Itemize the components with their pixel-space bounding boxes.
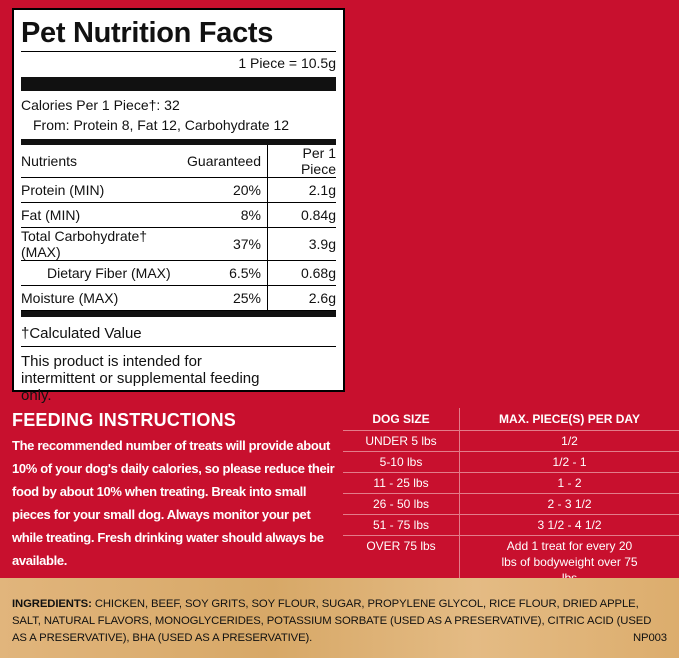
- divider: [21, 139, 336, 145]
- dog-size-table: DOG SIZE MAX. PIECE(S) PER DAY UNDER 5 lbs…: [343, 408, 679, 586]
- cell: Guaranteed: [187, 145, 268, 178]
- feeding-title: FEEDING INSTRUCTIONS: [12, 410, 237, 430]
- cell: Fat (MIN): [21, 202, 188, 228]
- ingredients: INGREDIENTS: CHICKEN, BEEF, SOY GRITS, S…: [0, 578, 679, 658]
- dog-size-row: 11 - 25 lbs 1 - 2: [343, 472, 679, 494]
- feeding-text: The recommended number of treats will pr…: [12, 438, 335, 568]
- divider: [21, 311, 336, 317]
- nutrient-row: Total Carbohydrate† (MAX) 37% 3.9g: [21, 227, 336, 261]
- dog-size-row: 26 - 50 lbs 2 - 3 1/2: [343, 493, 679, 515]
- nutrition-facts: Pet Nutrition Facts 1 Piece = 10.5g Calo…: [12, 8, 345, 404]
- calories: Calories Per 1 Piece†: 32: [21, 97, 180, 113]
- cell: Moisture (MAX): [21, 285, 188, 311]
- nutrition-title: Pet Nutrition Facts: [21, 17, 274, 49]
- cell: 11 - 25 lbs: [343, 472, 460, 494]
- cell: 1/2 - 1: [459, 451, 679, 473]
- product-code: NP003: [632, 632, 667, 644]
- ingredients-label: INGREDIENTS:: [12, 598, 92, 610]
- feeding-note: This product is intended for intermitten…: [21, 353, 260, 404]
- feeding-instructions: FEEDING INSTRUCTIONS The recommended num…: [12, 410, 337, 572]
- cell: 2 - 3 1/2: [459, 493, 679, 515]
- cell: 20%: [187, 177, 268, 203]
- cell: Dietary Fiber (MAX): [21, 260, 188, 286]
- cell: 25%: [187, 285, 268, 311]
- dog-size-row: OVER 75 lbs Add 1 treat for every 20 lbs …: [343, 535, 679, 586]
- cell: Protein (MIN): [21, 177, 188, 203]
- dog-size-row: DOG SIZE MAX. PIECE(S) PER DAY: [343, 408, 679, 431]
- cell: MAX. PIECE(S) PER DAY: [459, 408, 679, 431]
- dog-size-row: 51 - 75 lbs 3 1/2 - 4 1/2: [343, 514, 679, 536]
- cell: 3 1/2 - 4 1/2: [459, 514, 679, 536]
- dog-size-row: UNDER 5 lbs 1/2: [343, 430, 679, 452]
- cell: 3.9g: [267, 227, 336, 261]
- cell: 0.68g: [267, 260, 336, 286]
- cell: 26 - 50 lbs: [343, 493, 460, 515]
- cell: Per 1 Piece: [267, 145, 336, 178]
- cell: Nutrients: [21, 145, 188, 178]
- dog-size-row: 5-10 lbs 1/2 - 1: [343, 451, 679, 473]
- serving-size: 1 Piece = 10.5g: [21, 51, 336, 75]
- nutrient-row: Nutrients Guaranteed Per 1 Piece: [21, 145, 336, 178]
- cell: DOG SIZE: [343, 408, 460, 431]
- calories-from: From: Protein 8, Fat 12, Carbohydrate 12: [33, 117, 290, 133]
- cell: 1 - 2: [459, 472, 679, 494]
- nutrients-table: Nutrients Guaranteed Per 1 Piece Protein (M…: [21, 145, 336, 311]
- divider: [21, 77, 336, 91]
- cell: 8%: [187, 202, 268, 228]
- cell: 0.84g: [267, 202, 336, 228]
- footnote: †Calculated Value: [21, 325, 336, 347]
- cell: 1/2: [459, 430, 679, 452]
- cell: 2.1g: [267, 177, 336, 203]
- cell: UNDER 5 lbs: [343, 430, 460, 452]
- cell: Total Carbohydrate† (MAX): [21, 227, 188, 261]
- cell: 37%: [187, 227, 268, 261]
- nutrient-row: Fat (MIN) 8% 0.84g: [21, 202, 336, 228]
- nutrient-row: Moisture (MAX) 25% 2.6g: [21, 285, 336, 311]
- nutrient-row: Protein (MIN) 20% 2.1g: [21, 177, 336, 203]
- cell: 6.5%: [187, 260, 268, 286]
- cell: 2.6g: [267, 285, 336, 311]
- ingredients-text: CHICKEN, BEEF, SOY GRITS, SOY FLOUR, SUG…: [12, 598, 652, 644]
- cell: OVER 75 lbs: [343, 535, 460, 586]
- cell: 5-10 lbs: [343, 451, 460, 473]
- cell: 51 - 75 lbs: [343, 514, 460, 536]
- nutrient-row: Dietary Fiber (MAX) 6.5% 0.68g: [21, 260, 336, 286]
